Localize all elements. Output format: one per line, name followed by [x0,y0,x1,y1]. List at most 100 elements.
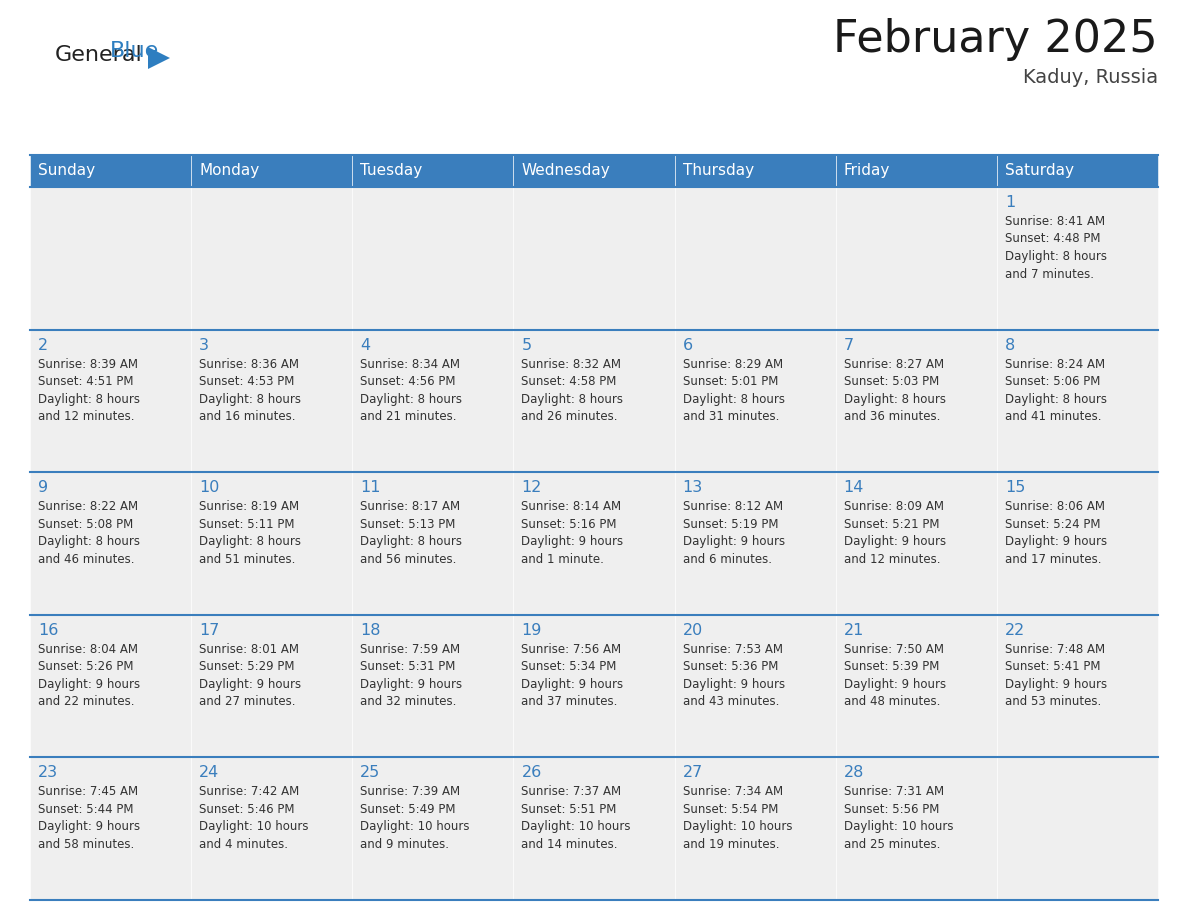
Text: Sunrise: 7:39 AM
Sunset: 5:49 PM
Daylight: 10 hours
and 9 minutes.: Sunrise: 7:39 AM Sunset: 5:49 PM Dayligh… [360,786,469,851]
Bar [675,472,835,615]
Bar [675,330,835,472]
Text: Sunrise: 7:37 AM
Sunset: 5:51 PM
Daylight: 10 hours
and 14 minutes.: Sunrise: 7:37 AM Sunset: 5:51 PM Dayligh… [522,786,631,851]
Bar [30,472,191,615]
Bar [835,615,997,757]
Text: 27: 27 [683,766,703,780]
Text: Wednesday: Wednesday [522,163,611,178]
Text: 7: 7 [843,338,854,353]
Bar [30,187,191,330]
Bar [675,757,835,900]
Text: Sunrise: 7:42 AM
Sunset: 5:46 PM
Daylight: 10 hours
and 4 minutes.: Sunrise: 7:42 AM Sunset: 5:46 PM Dayligh… [200,786,309,851]
Bar [353,330,513,472]
Bar [997,330,1158,472]
Text: 15: 15 [1005,480,1025,495]
Bar [997,757,1158,900]
Bar [191,330,353,472]
Text: 21: 21 [843,622,864,638]
Bar [513,187,675,330]
Text: Tuesday: Tuesday [360,163,423,178]
Bar [675,187,835,330]
Bar [835,757,997,900]
Text: 10: 10 [200,480,220,495]
Bar [513,330,675,472]
Bar [353,187,513,330]
Bar [513,757,675,900]
Text: 9: 9 [38,480,49,495]
Bar [353,155,513,187]
Text: Sunrise: 8:32 AM
Sunset: 4:58 PM
Daylight: 8 hours
and 26 minutes.: Sunrise: 8:32 AM Sunset: 4:58 PM Dayligh… [522,358,624,423]
Text: Sunrise: 8:22 AM
Sunset: 5:08 PM
Daylight: 8 hours
and 46 minutes.: Sunrise: 8:22 AM Sunset: 5:08 PM Dayligh… [38,500,140,565]
Bar [997,187,1158,330]
Bar [353,615,513,757]
Text: General: General [55,45,143,65]
Text: 28: 28 [843,766,864,780]
Text: February 2025: February 2025 [833,18,1158,61]
Bar [191,615,353,757]
Bar [513,155,675,187]
Text: 16: 16 [38,622,58,638]
Text: Sunrise: 7:45 AM
Sunset: 5:44 PM
Daylight: 9 hours
and 58 minutes.: Sunrise: 7:45 AM Sunset: 5:44 PM Dayligh… [38,786,140,851]
Polygon shape [148,47,170,69]
Text: Sunrise: 7:53 AM
Sunset: 5:36 PM
Daylight: 9 hours
and 43 minutes.: Sunrise: 7:53 AM Sunset: 5:36 PM Dayligh… [683,643,785,709]
Bar [675,615,835,757]
Text: 24: 24 [200,766,220,780]
Text: 8: 8 [1005,338,1015,353]
Text: 12: 12 [522,480,542,495]
Text: 4: 4 [360,338,371,353]
Bar [30,330,191,472]
Text: Sunday: Sunday [38,163,95,178]
Text: Blue: Blue [110,41,159,61]
Bar [835,187,997,330]
Text: Sunrise: 8:04 AM
Sunset: 5:26 PM
Daylight: 9 hours
and 22 minutes.: Sunrise: 8:04 AM Sunset: 5:26 PM Dayligh… [38,643,140,709]
Text: Sunrise: 8:36 AM
Sunset: 4:53 PM
Daylight: 8 hours
and 16 minutes.: Sunrise: 8:36 AM Sunset: 4:53 PM Dayligh… [200,358,301,423]
Text: Sunrise: 8:12 AM
Sunset: 5:19 PM
Daylight: 9 hours
and 6 minutes.: Sunrise: 8:12 AM Sunset: 5:19 PM Dayligh… [683,500,785,565]
Text: Thursday: Thursday [683,163,753,178]
Bar [353,757,513,900]
Text: Sunrise: 8:06 AM
Sunset: 5:24 PM
Daylight: 9 hours
and 17 minutes.: Sunrise: 8:06 AM Sunset: 5:24 PM Dayligh… [1005,500,1107,565]
Text: Sunrise: 8:29 AM
Sunset: 5:01 PM
Daylight: 8 hours
and 31 minutes.: Sunrise: 8:29 AM Sunset: 5:01 PM Dayligh… [683,358,784,423]
Text: 23: 23 [38,766,58,780]
Text: Sunrise: 8:34 AM
Sunset: 4:56 PM
Daylight: 8 hours
and 21 minutes.: Sunrise: 8:34 AM Sunset: 4:56 PM Dayligh… [360,358,462,423]
Text: Kaduy, Russia: Kaduy, Russia [1023,68,1158,87]
Text: Sunrise: 7:48 AM
Sunset: 5:41 PM
Daylight: 9 hours
and 53 minutes.: Sunrise: 7:48 AM Sunset: 5:41 PM Dayligh… [1005,643,1107,709]
Text: Sunrise: 8:41 AM
Sunset: 4:48 PM
Daylight: 8 hours
and 7 minutes.: Sunrise: 8:41 AM Sunset: 4:48 PM Dayligh… [1005,215,1107,281]
Text: 6: 6 [683,338,693,353]
Text: Sunrise: 8:19 AM
Sunset: 5:11 PM
Daylight: 8 hours
and 51 minutes.: Sunrise: 8:19 AM Sunset: 5:11 PM Dayligh… [200,500,301,565]
Bar [835,330,997,472]
Bar [675,155,835,187]
Text: Monday: Monday [200,163,259,178]
Bar [191,187,353,330]
Bar [835,155,997,187]
Text: 25: 25 [360,766,380,780]
Text: 3: 3 [200,338,209,353]
Text: 5: 5 [522,338,531,353]
Text: Sunrise: 8:14 AM
Sunset: 5:16 PM
Daylight: 9 hours
and 1 minute.: Sunrise: 8:14 AM Sunset: 5:16 PM Dayligh… [522,500,624,565]
Bar [191,757,353,900]
Bar [513,615,675,757]
Text: Sunrise: 7:31 AM
Sunset: 5:56 PM
Daylight: 10 hours
and 25 minutes.: Sunrise: 7:31 AM Sunset: 5:56 PM Dayligh… [843,786,953,851]
Text: Sunrise: 8:27 AM
Sunset: 5:03 PM
Daylight: 8 hours
and 36 minutes.: Sunrise: 8:27 AM Sunset: 5:03 PM Dayligh… [843,358,946,423]
Text: 11: 11 [360,480,381,495]
Text: 26: 26 [522,766,542,780]
Text: Sunrise: 8:17 AM
Sunset: 5:13 PM
Daylight: 8 hours
and 56 minutes.: Sunrise: 8:17 AM Sunset: 5:13 PM Dayligh… [360,500,462,565]
Text: 13: 13 [683,480,703,495]
Text: Sunrise: 8:39 AM
Sunset: 4:51 PM
Daylight: 8 hours
and 12 minutes.: Sunrise: 8:39 AM Sunset: 4:51 PM Dayligh… [38,358,140,423]
Text: Sunrise: 7:34 AM
Sunset: 5:54 PM
Daylight: 10 hours
and 19 minutes.: Sunrise: 7:34 AM Sunset: 5:54 PM Dayligh… [683,786,792,851]
Text: 18: 18 [360,622,381,638]
Bar [997,472,1158,615]
Bar [835,472,997,615]
Bar [353,472,513,615]
Text: Friday: Friday [843,163,890,178]
Text: Sunrise: 7:50 AM
Sunset: 5:39 PM
Daylight: 9 hours
and 48 minutes.: Sunrise: 7:50 AM Sunset: 5:39 PM Dayligh… [843,643,946,709]
Text: 17: 17 [200,622,220,638]
Text: Sunrise: 8:01 AM
Sunset: 5:29 PM
Daylight: 9 hours
and 27 minutes.: Sunrise: 8:01 AM Sunset: 5:29 PM Dayligh… [200,643,302,709]
Text: 22: 22 [1005,622,1025,638]
Bar [513,472,675,615]
Bar [191,472,353,615]
Text: 14: 14 [843,480,864,495]
Text: Sunrise: 7:59 AM
Sunset: 5:31 PM
Daylight: 9 hours
and 32 minutes.: Sunrise: 7:59 AM Sunset: 5:31 PM Dayligh… [360,643,462,709]
Bar [30,615,191,757]
Text: Sunrise: 8:24 AM
Sunset: 5:06 PM
Daylight: 8 hours
and 41 minutes.: Sunrise: 8:24 AM Sunset: 5:06 PM Dayligh… [1005,358,1107,423]
Text: 1: 1 [1005,195,1015,210]
Text: 20: 20 [683,622,703,638]
